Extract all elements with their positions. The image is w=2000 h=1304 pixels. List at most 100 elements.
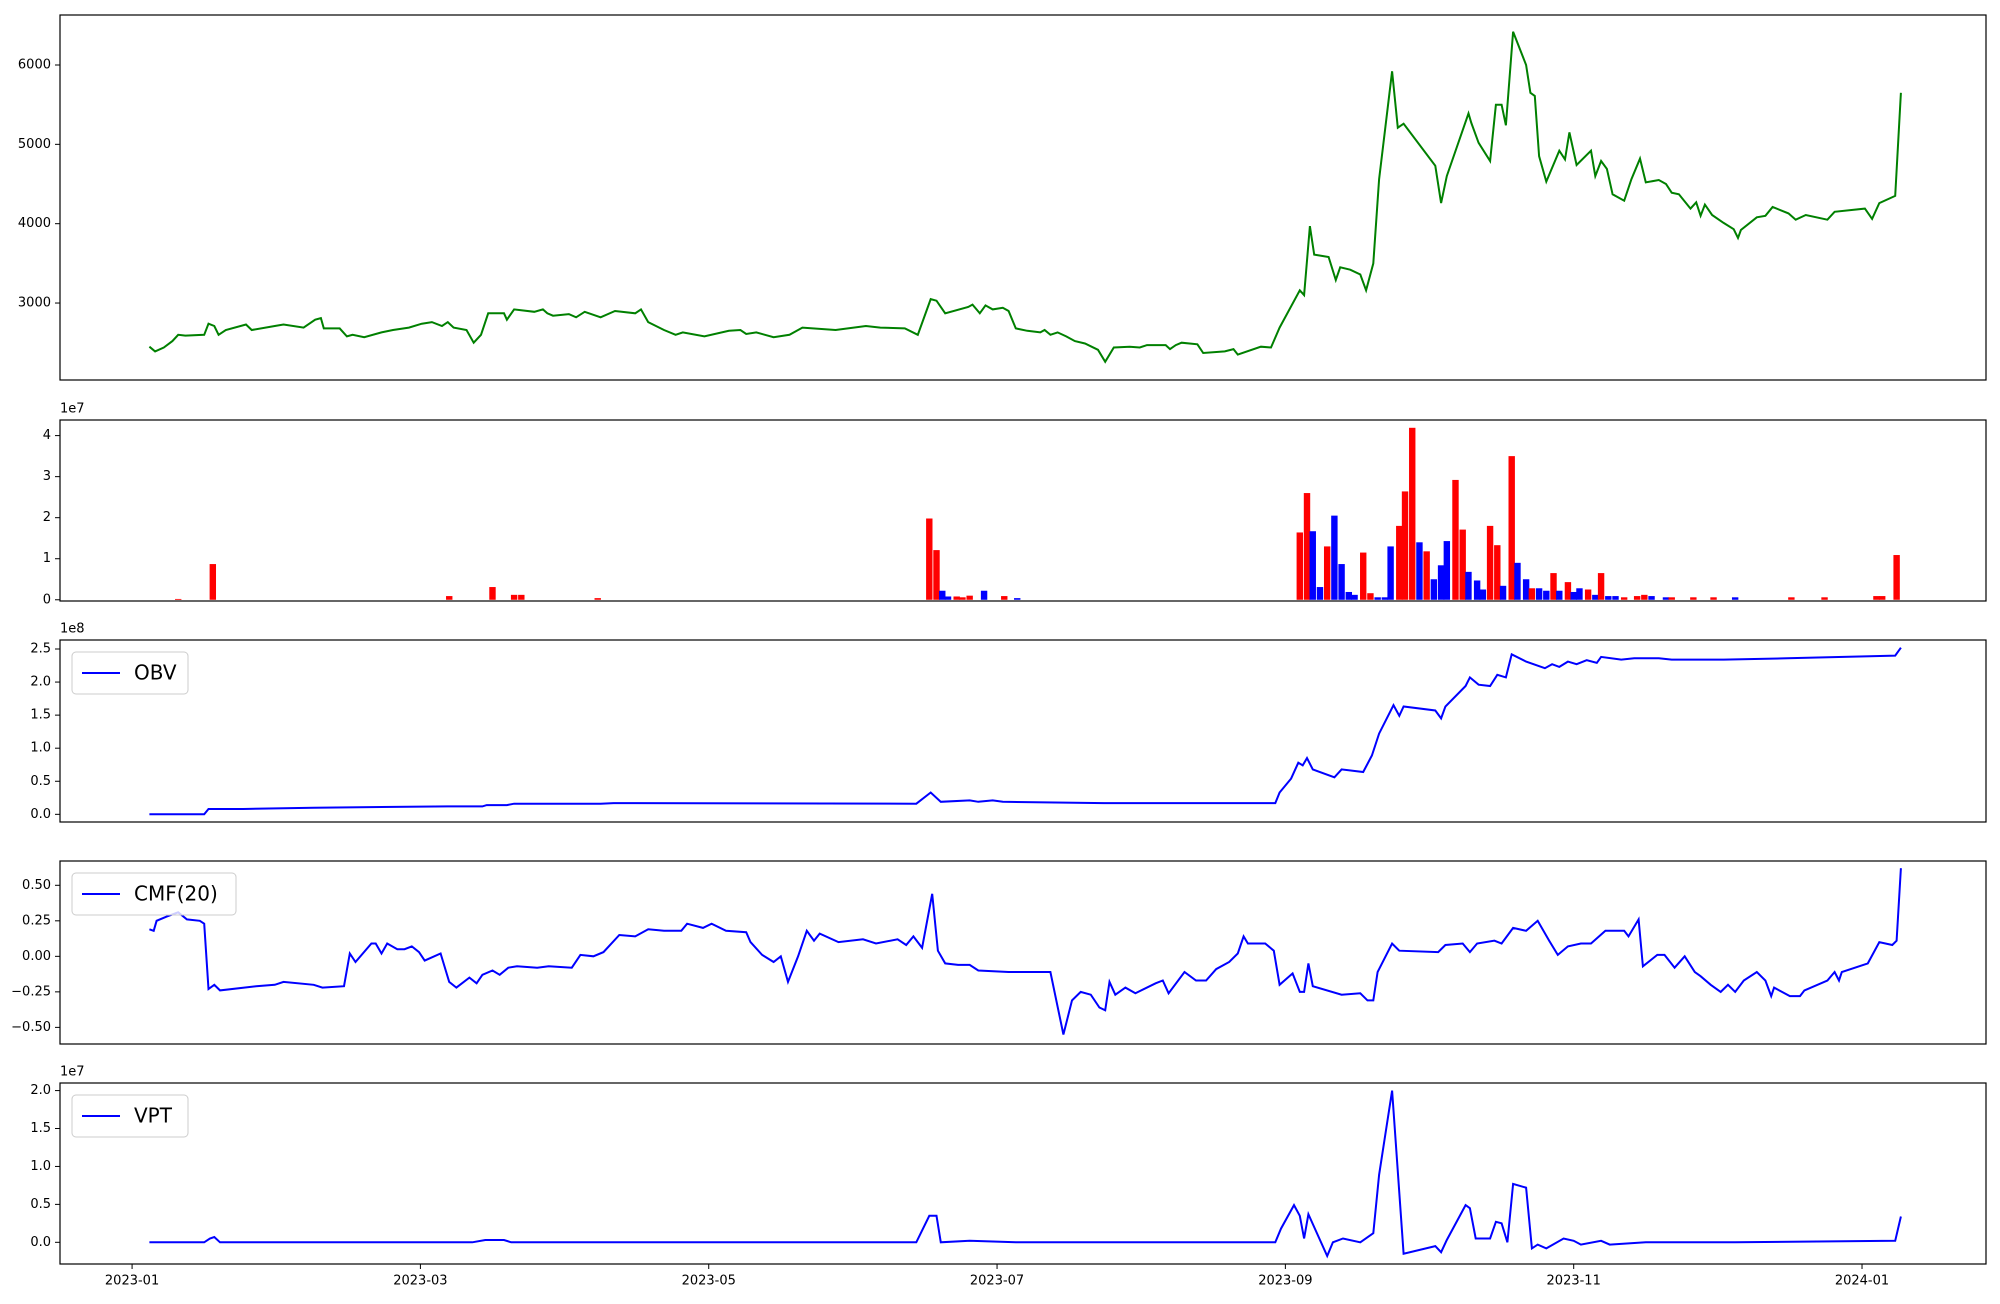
bar: [1788, 597, 1795, 600]
legend-label: OBV: [134, 661, 177, 685]
bar: [1303, 493, 1311, 600]
y-tick-label: 5000: [18, 137, 51, 152]
bar: [1437, 565, 1445, 600]
bar: [1499, 585, 1507, 600]
bar: [1731, 597, 1739, 600]
y-tick-label: 1: [43, 551, 51, 566]
legend-label: VPT: [134, 1104, 173, 1128]
x-tick-label: 2024-01: [1835, 1274, 1889, 1289]
bar: [1423, 551, 1430, 600]
axes-frame: [59, 860, 1987, 1045]
bar: [1374, 597, 1381, 600]
x-tick-label: 2023-07: [970, 1274, 1024, 1289]
bar: [926, 518, 933, 600]
axes-frame: [59, 639, 1987, 823]
x-tick-label: 2023-09: [1258, 1274, 1312, 1289]
bar: [1465, 571, 1472, 600]
y-tick-label: 3000: [18, 296, 51, 311]
y-tick-label: 1.0: [30, 1159, 51, 1174]
bar: [1473, 580, 1481, 600]
bar: [1514, 562, 1521, 600]
bar: [510, 594, 518, 600]
legend-box: [71, 1094, 189, 1138]
bar: [1367, 593, 1374, 600]
bar: [1409, 427, 1416, 600]
x-tick-label: 2023-03: [393, 1274, 447, 1289]
bar: [1479, 589, 1487, 600]
y-tick-label: 1.0: [30, 741, 51, 756]
y-tick-label: 3: [43, 469, 51, 484]
bar: [1401, 491, 1409, 600]
bar: [1522, 579, 1530, 600]
bar: [1430, 579, 1438, 600]
bar: [1001, 596, 1008, 600]
bar: [966, 595, 973, 600]
line: [149, 1090, 1902, 1259]
y-tick-label: 2.5: [30, 641, 51, 656]
bar: [1576, 588, 1583, 600]
y-tick-label: −0.50: [11, 1020, 51, 1035]
bar: [1323, 546, 1331, 600]
y-tick-label: 1.5: [30, 1121, 51, 1136]
bar: [1690, 597, 1697, 600]
bar: [953, 596, 960, 600]
bar: [1459, 529, 1466, 600]
bar: [1821, 597, 1828, 600]
bar: [1338, 564, 1345, 600]
x-tick-label: 2023-05: [682, 1274, 736, 1289]
y-tick-label: 0.00: [22, 949, 51, 964]
bar: [1543, 590, 1550, 600]
bar: [1535, 588, 1543, 600]
bar: [1597, 573, 1605, 600]
bar: [1710, 597, 1717, 600]
bar: [1416, 542, 1423, 600]
bar: [1605, 596, 1612, 600]
axes-frame: [59, 419, 1987, 602]
bar: [1351, 594, 1358, 600]
y-tick-label: 4: [43, 428, 51, 443]
y-tick-label: 2.0: [30, 675, 51, 690]
bar: [1556, 590, 1563, 600]
axes-frame: [59, 1082, 1987, 1265]
legend-box: [71, 872, 237, 916]
bar: [1662, 597, 1670, 600]
y-tick-label: 0: [43, 592, 51, 607]
axis-offset-label: 1e8: [60, 622, 85, 637]
y-tick-label: 0.50: [22, 878, 51, 893]
y-tick-label: 0.5: [30, 1197, 51, 1212]
y-tick-label: 4000: [18, 216, 51, 231]
bar: [446, 596, 453, 600]
bar: [1592, 594, 1599, 600]
bar: [1641, 594, 1648, 600]
line: [148, 31, 1902, 364]
x-tick-label: 2023-11: [1547, 1274, 1601, 1289]
legend-label: CMF(20): [134, 882, 218, 906]
x-tick-label: 2023-01: [105, 1274, 159, 1289]
y-tick-label: −0.25: [11, 984, 51, 999]
bar: [1316, 587, 1324, 600]
bar: [959, 597, 966, 600]
bar: [1014, 598, 1021, 600]
bar: [1381, 597, 1389, 600]
bar: [1584, 589, 1592, 600]
bar: [1564, 582, 1572, 600]
y-tick-label: 0.5: [30, 774, 51, 789]
bar: [933, 550, 940, 600]
bar: [1508, 456, 1515, 600]
bar: [1345, 591, 1353, 600]
axes-frame: [59, 14, 1987, 381]
y-tick-label: 2.0: [30, 1083, 51, 1098]
bar: [209, 564, 217, 600]
bar: [518, 594, 525, 600]
y-tick-label: 0.25: [22, 913, 51, 928]
axis-offset-label: 1e7: [60, 402, 85, 417]
bar: [1620, 597, 1628, 600]
bar: [1873, 596, 1880, 600]
axis-offset-label: 1e7: [60, 1065, 85, 1080]
bar: [944, 596, 952, 600]
bar: [1486, 525, 1494, 600]
bar: [175, 598, 182, 600]
bar: [1296, 532, 1303, 600]
bar: [1309, 531, 1316, 600]
bar: [594, 598, 601, 600]
